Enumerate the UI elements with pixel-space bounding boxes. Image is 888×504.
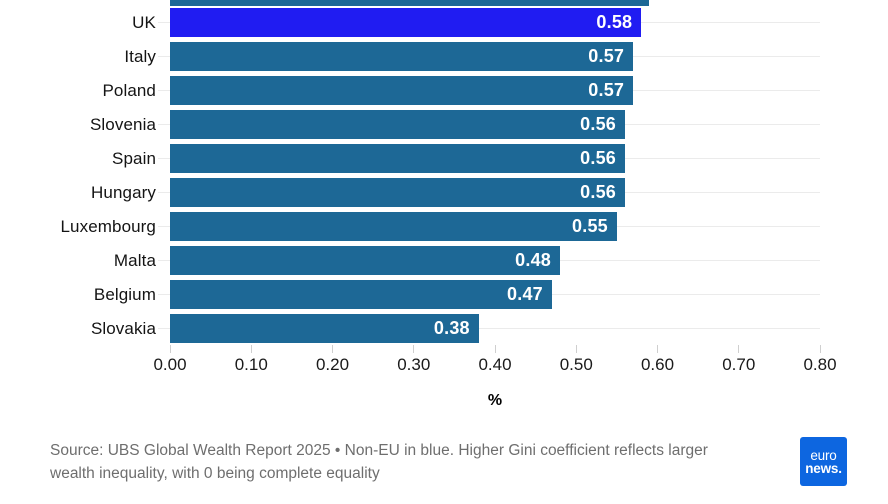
bar-poland: 0.57 <box>170 76 634 105</box>
x-tick-mark <box>738 345 740 353</box>
x-tick-label: 0.50 <box>559 355 593 374</box>
category-label: Spain <box>112 149 156 168</box>
x-tick-mark <box>169 345 171 353</box>
source-note: Source: UBS Global Wealth Report 2025 • … <box>50 442 708 482</box>
x-tick-label: 0.20 <box>315 355 350 374</box>
bar-malta: 0.48 <box>170 246 560 275</box>
logo-line-news: news. <box>805 460 842 476</box>
x-axis-title: % <box>487 392 503 409</box>
bar-row-poland: Poland 0.57 <box>0 74 888 108</box>
category-label: Luxembourg <box>60 217 156 236</box>
bar-slovenia: 0.56 <box>170 110 625 139</box>
category-label: UK <box>132 13 156 32</box>
bar-row-slovakia: Slovakia 0.38 <box>0 312 888 346</box>
bar-chart-plot: UK 0.58 Italy 0.57 Poland 0.57 Slovenia 0.56 Spa… <box>0 0 888 409</box>
bar-row-belgium: Belgium 0.47 <box>0 278 888 312</box>
bar-uk: 0.58 <box>170 8 642 37</box>
value-label: 0.48 <box>515 250 551 270</box>
category-label: Hungary <box>91 183 156 202</box>
x-tick-label: 0.30 <box>397 355 431 374</box>
value-label: 0.57 <box>588 80 625 100</box>
euronews-logo: euro news. <box>800 437 847 486</box>
value-label: 0.55 <box>572 216 608 236</box>
bar-row-malta: Malta 0.48 <box>0 244 888 278</box>
bar-row-hungary: Hungary 0.56 <box>0 176 888 210</box>
cropped-top-bar <box>170 0 650 6</box>
bar-spain: 0.56 <box>170 144 625 173</box>
x-tick-mark <box>413 345 415 353</box>
x-tick-label: 0.10 <box>234 355 268 374</box>
x-tick-label: 0.70 <box>722 355 756 374</box>
x-tick-label: 0.60 <box>640 355 675 374</box>
x-tick-label: 0.80 <box>803 355 837 374</box>
row-gridline <box>158 328 820 329</box>
value-label: 0.56 <box>580 148 616 168</box>
x-tick-mark <box>657 345 658 353</box>
bar-italy: 0.57 <box>170 42 634 71</box>
bar-slovakia: 0.38 <box>170 314 479 343</box>
x-tick-label: 0.00 <box>153 355 187 374</box>
bar-hungary: 0.56 <box>170 178 625 207</box>
bar-row-uk: UK 0.58 <box>0 6 888 40</box>
x-tick-label: 0.40 <box>478 355 512 374</box>
value-label: 0.56 <box>580 182 616 202</box>
category-label: Poland <box>102 81 156 100</box>
category-label: Belgium <box>93 285 156 304</box>
x-tick-mark <box>332 345 333 353</box>
value-label: 0.56 <box>580 114 616 134</box>
value-label: 0.38 <box>433 318 470 338</box>
category-label: Italy <box>124 47 156 66</box>
bar-rows: UK 0.58 Italy 0.57 Poland 0.57 Slovenia 0.56 Spa… <box>0 6 888 346</box>
category-label: Slovakia <box>90 319 156 338</box>
x-tick-mark <box>250 345 252 353</box>
bar-luxembourg: 0.55 <box>170 212 617 241</box>
category-label: Slovenia <box>89 115 156 134</box>
value-label: 0.47 <box>507 284 543 304</box>
logo-line-euro: euro <box>810 447 837 463</box>
category-label: Malta <box>113 251 156 270</box>
bar-row-slovenia: Slovenia 0.56 <box>0 108 888 142</box>
bar-row-italy: Italy 0.57 <box>0 40 888 74</box>
bar-row-spain: Spain 0.56 <box>0 142 888 176</box>
value-label: 0.57 <box>588 46 625 66</box>
x-tick-mark <box>494 345 496 353</box>
bar-row-luxembourg: Luxembourg 0.55 <box>0 210 888 244</box>
x-tick-mark <box>819 345 821 353</box>
bar-belgium: 0.47 <box>170 280 552 309</box>
value-label: 0.58 <box>596 12 633 32</box>
x-tick-mark <box>575 345 577 353</box>
